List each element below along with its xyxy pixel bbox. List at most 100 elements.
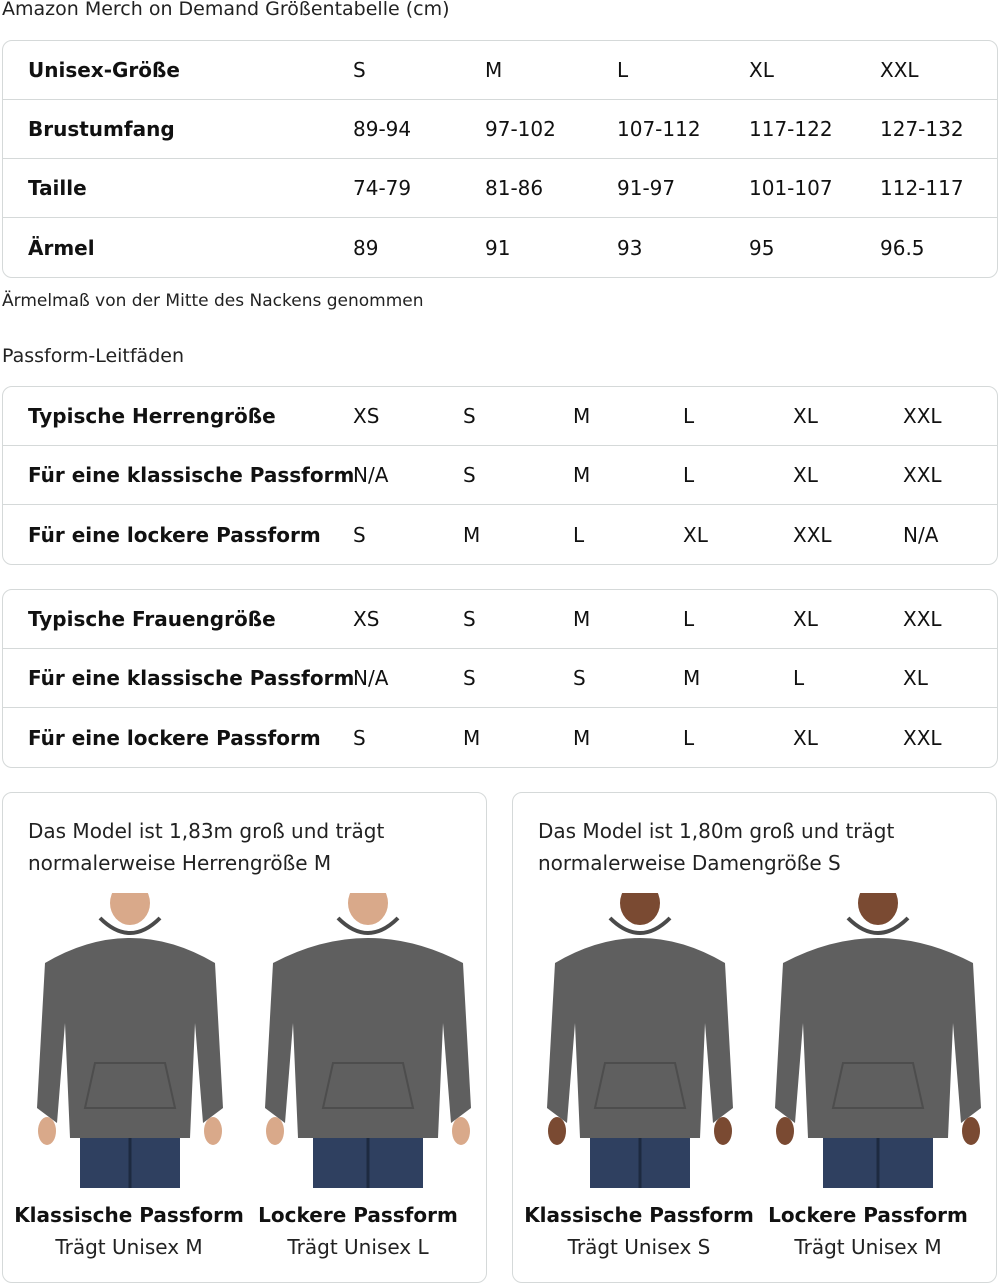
table-row: Für eine lockere Passform S M M L XL XXL <box>3 708 997 767</box>
cell-value: 117-122 <box>749 117 833 141</box>
hoodie-model-image <box>535 881 745 1188</box>
cell-value: XL <box>793 404 818 428</box>
cell-value: M <box>463 522 481 547</box>
table-row: Typische Frauengröße XS S M L XL XXL <box>3 590 997 649</box>
cell-value: M <box>573 404 591 428</box>
cell-value: L <box>683 404 695 428</box>
cell-value: L <box>683 463 695 487</box>
fit-caption: Klassische Passform Trägt Unisex M <box>9 1203 249 1259</box>
cell-value: L <box>683 607 695 631</box>
cell-value: XXL <box>903 607 942 631</box>
cell-value: 91 <box>485 235 511 260</box>
cell-value: XXL <box>903 463 942 487</box>
cell-value: 96.5 <box>880 235 925 260</box>
cell-value: N/A <box>353 463 389 487</box>
sleeve-note: Ärmelmaß von der Mitte des Nackens genom… <box>2 291 424 311</box>
cell-value: XXL <box>903 725 942 750</box>
cell-value: M <box>573 607 591 631</box>
cell-value: 97-102 <box>485 117 556 141</box>
cell-value: M <box>573 463 591 487</box>
cell-value: S <box>573 666 586 690</box>
table-row: Taille 74-79 81-86 91-97 101-107 112-117 <box>3 159 997 218</box>
hoodie-model-image <box>773 881 983 1188</box>
cell-value: S <box>353 522 366 547</box>
cell-value: M <box>485 58 503 82</box>
cell-value: M <box>573 725 591 750</box>
men-model-card: Das Model ist 1,83m groß und trägt normal… <box>2 792 487 1283</box>
cell-value: XXL <box>793 522 832 547</box>
cell-value: 74-79 <box>353 176 412 200</box>
table-row: Für eine klassische Passform N/A S M L XL XXL <box>3 446 997 505</box>
cell-value: L <box>617 58 629 82</box>
women-fit-table: Typische Frauengröße XS S M L XL XXL Für eine k… <box>2 589 998 768</box>
description-line: Das Model ist 1,80m groß und trägt <box>538 819 895 843</box>
fit-caption: Klassische Passform Trägt Unisex S <box>519 1203 759 1259</box>
cell-value: XS <box>353 607 380 631</box>
cell-value: L <box>793 666 805 690</box>
cell-value: S <box>353 58 366 82</box>
cell-value: N/A <box>903 522 939 547</box>
cell-value: 112-117 <box>880 176 964 200</box>
table-row: Typische Herrengröße XS S M L XL XXL <box>3 387 997 446</box>
cell-value: 89 <box>353 235 379 260</box>
table-row: Ärmel 89 91 93 95 96.5 <box>3 218 997 277</box>
description-line: Das Model ist 1,83m groß und trägt <box>28 819 385 843</box>
cell-value: XXL <box>903 404 942 428</box>
cell-value: 89-94 <box>353 117 412 141</box>
cell-value: 91-97 <box>617 176 676 200</box>
cell-value: 107-112 <box>617 117 701 141</box>
cell-value: L <box>573 522 585 547</box>
row-label: Taille <box>28 176 87 200</box>
women-model-card: Das Model ist 1,80m groß und trägt normal… <box>512 792 997 1283</box>
hoodie-model-image <box>263 881 473 1188</box>
cell-value: S <box>463 607 476 631</box>
cell-value: 95 <box>749 235 775 260</box>
table-row: Für eine klassische Passform N/A S S M L XL <box>3 649 997 708</box>
cell-value: M <box>683 666 701 690</box>
cell-value: N/A <box>353 666 389 690</box>
cell-value: 101-107 <box>749 176 833 200</box>
cell-value: 81-86 <box>485 176 544 200</box>
cell-value: L <box>683 725 695 750</box>
fit-caption: Lockere Passform Trägt Unisex L <box>238 1203 478 1259</box>
cell-value: XL <box>793 607 818 631</box>
cell-value: XL <box>793 463 818 487</box>
row-label: Unisex-Größe <box>28 58 180 82</box>
cell-value: XXL <box>880 58 919 82</box>
cell-value: S <box>463 666 476 690</box>
fit-guide-title: Passform-Leitfäden <box>2 345 184 367</box>
cell-value: M <box>463 725 481 750</box>
description-line: normalerweise Herrengröße M <box>28 851 332 875</box>
cell-value: XL <box>793 725 818 750</box>
description-line: normalerweise Damengröße S <box>538 851 841 875</box>
men-fit-table: Typische Herrengröße XS S M L XL XXL Für eine k… <box>2 386 998 565</box>
fit-title: Klassische Passform <box>524 1203 754 1227</box>
row-label: Ärmel <box>28 235 95 260</box>
row-label: Für eine lockere Passform <box>28 725 321 750</box>
row-label: Für eine klassische Passform <box>28 666 355 690</box>
table-row: Unisex-Größe S M L XL XXL <box>3 41 997 100</box>
cell-value: 93 <box>617 235 643 260</box>
row-label: Für eine klassische Passform <box>28 463 355 487</box>
cell-value: XL <box>683 522 708 547</box>
cell-value: S <box>463 404 476 428</box>
size-table: Unisex-Größe S M L XL XXL Brustumfang 89-94 97-1… <box>2 40 998 278</box>
cell-value: S <box>353 725 366 750</box>
row-label: Typische Herrengröße <box>28 404 276 428</box>
fit-size: Trägt Unisex M <box>794 1235 942 1259</box>
cell-value: 127-132 <box>880 117 964 141</box>
fit-caption: Lockere Passform Trägt Unisex M <box>748 1203 988 1259</box>
row-label: Für eine lockere Passform <box>28 522 321 547</box>
cell-value: XL <box>903 666 928 690</box>
row-label: Typische Frauengröße <box>28 607 276 631</box>
fit-size: Trägt Unisex L <box>287 1235 429 1259</box>
fit-size: Trägt Unisex M <box>55 1235 203 1259</box>
cell-value: XS <box>353 404 380 428</box>
model-description: Das Model ist 1,83m groß und trägt normal… <box>28 815 384 879</box>
cell-value: S <box>463 463 476 487</box>
fit-title: Lockere Passform <box>768 1203 968 1227</box>
hoodie-model-image <box>25 881 235 1188</box>
model-description: Das Model ist 1,80m groß und trägt normal… <box>538 815 894 879</box>
fit-size: Trägt Unisex S <box>567 1235 711 1259</box>
table-row: Brustumfang 89-94 97-102 107-112 117-122 127-… <box>3 100 997 159</box>
